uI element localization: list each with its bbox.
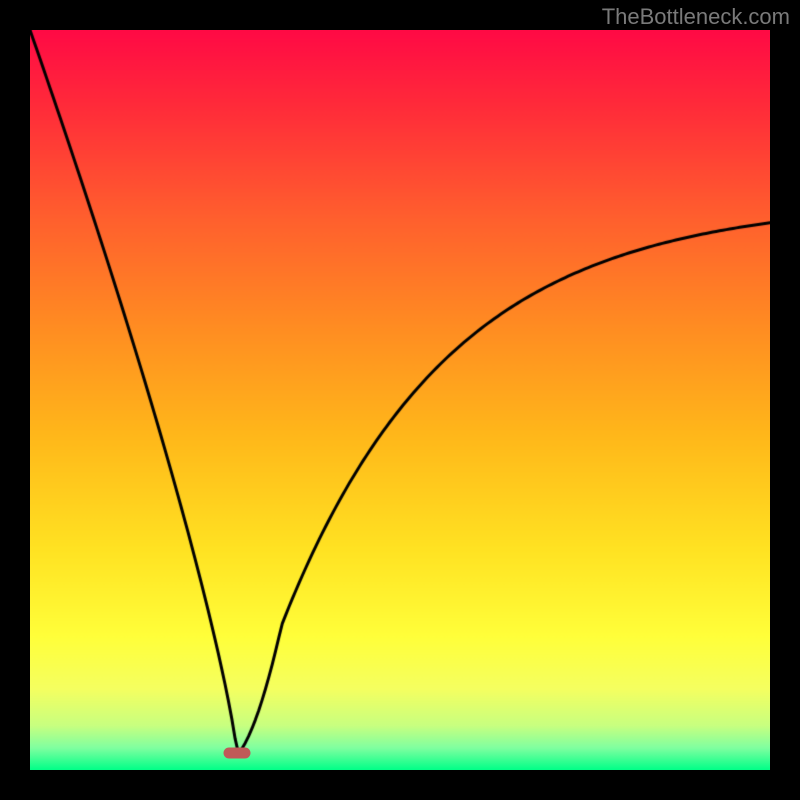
bottleneck-curve [30,30,770,770]
watermark-text: TheBottleneck.com [602,4,790,30]
dip-marker [224,747,251,758]
plot-area [30,30,770,770]
chart-frame: TheBottleneck.com [0,0,800,800]
